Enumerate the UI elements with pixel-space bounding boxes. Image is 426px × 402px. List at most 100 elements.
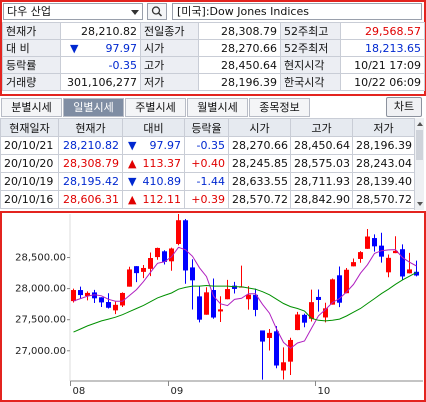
search-icon [151, 6, 163, 17]
x-tick-label: 08 [73, 386, 86, 397]
scrollbar[interactable] [414, 118, 424, 210]
change: 410.89 [142, 175, 182, 188]
label: 현재가 [2, 22, 61, 40]
candle-body [106, 302, 111, 308]
column-header: 현재가 [58, 118, 123, 137]
candle-body [176, 220, 181, 244]
low: 28,243.04 [352, 154, 415, 173]
candle-body [190, 267, 195, 281]
tab[interactable]: 일별시세 [63, 98, 124, 117]
candle-body [71, 290, 76, 302]
chart-button[interactable]: 차트 [386, 97, 422, 117]
value: 18,213.65 [340, 39, 425, 57]
candle-body [295, 314, 300, 331]
candle-body [288, 339, 293, 362]
price: 28,210.82 [58, 136, 123, 155]
candle-body [316, 296, 321, 300]
rate: +0.40 [184, 154, 229, 173]
change-sign: ▲ [128, 157, 137, 170]
moving-average-line [73, 271, 417, 333]
label: 고가 [140, 56, 199, 74]
symbol-input[interactable]: 다우 산업 [3, 3, 143, 20]
value: 28,196.39 [198, 73, 281, 91]
y-tick-label: 28,500.00 [15, 253, 66, 264]
candle-body [85, 292, 90, 297]
high: 28,450.64 [290, 136, 353, 155]
open: 28,570.72 [228, 190, 291, 209]
candle-body [253, 294, 258, 310]
candle-body [281, 362, 286, 371]
search-button[interactable] [147, 3, 167, 20]
column-header: 현재일자 [0, 118, 59, 137]
candle-body [358, 252, 363, 259]
quote-table: 현재가 28,210.82 전일종가 28,308.79 52주최고 29,56… [2, 22, 425, 91]
chart: 27,000.00 27,500.00 28,000.00 28,500.00 08 09… [0, 211, 426, 402]
candle-body [274, 331, 279, 366]
x-tick-label: 09 [171, 386, 184, 397]
tab[interactable]: 분별시세 [1, 98, 62, 117]
candle-body [183, 220, 188, 271]
open: 28,633.55 [228, 172, 291, 191]
price: 28,606.31 [58, 190, 123, 209]
label: 저가 [140, 73, 199, 91]
date: 20/10/16 [0, 190, 59, 209]
change-cell: ▲ 113.37 [122, 154, 185, 173]
change-sign: ▼ [128, 175, 137, 188]
open: 28,245.85 [228, 154, 291, 173]
change-sign: ▲ [128, 193, 137, 206]
label: 거래량 [2, 73, 61, 91]
candle-body [309, 302, 314, 319]
date: 20/10/19 [0, 172, 59, 191]
value: 97.97 [105, 41, 138, 55]
candle-body [246, 294, 251, 300]
tab[interactable]: 월별시세 [187, 98, 248, 117]
high: 28,842.90 [290, 190, 353, 209]
moving-average-line [73, 246, 417, 350]
data-row: 20/10/21 28,210.82 ▼ 97.97 -0.35 28,270.66 28,… [0, 136, 415, 155]
value: 301,106,277 [60, 73, 141, 91]
candle-body [204, 292, 209, 315]
candle-body [260, 330, 265, 342]
quote-panel: 다우 산업 [미국]:Dow Jones Indices 현재가 28,210.… [0, 0, 426, 96]
candle-body [232, 285, 237, 289]
value: 10/21 17:09 [340, 56, 425, 74]
y-tick-label: 27,500.00 [15, 315, 66, 326]
value: -0.35 [60, 56, 141, 74]
change-cell: ▼ 410.89 [122, 172, 185, 191]
label: 대 비 [2, 39, 61, 57]
tab[interactable]: 주별시세 [125, 98, 186, 117]
header-row: 현재일자 현재가 대비 등락율 시가 고가 저가 [0, 118, 415, 137]
rate: +0.39 [184, 190, 229, 209]
data-row: 20/10/20 28,308.79 ▲ 113.37 +0.40 28,245.85 28… [0, 154, 415, 173]
high: 28,711.93 [290, 172, 353, 191]
column-header: 고가 [290, 118, 353, 137]
candle-body [162, 251, 167, 262]
column-header: 시가 [228, 118, 291, 137]
market-name: [미국]:Dow Jones Indices [172, 3, 422, 20]
rate: -0.35 [184, 136, 229, 155]
candle-body [302, 314, 307, 323]
candle-body [372, 238, 377, 247]
column-header: 등락율 [184, 118, 229, 137]
tab[interactable]: 종목정보 [249, 98, 310, 117]
label: 시가 [140, 39, 199, 57]
change: 113.37 [142, 157, 182, 170]
value: 29,568.57 [340, 22, 425, 40]
low: 28,139.40 [352, 172, 415, 191]
label: 한국시각 [280, 73, 341, 91]
dropdown-arrow[interactable] [130, 7, 140, 17]
y-tick-label: 28,000.00 [15, 284, 66, 295]
candle-body [141, 267, 146, 272]
label: 52주최저 [280, 39, 341, 57]
date: 20/10/20 [0, 154, 59, 173]
value: 28,270.66 [198, 39, 281, 57]
candle-body [197, 296, 202, 320]
change-cell: ▲ 112.11 [122, 190, 185, 209]
candle-body [330, 279, 335, 305]
change-sign: ▼ [70, 41, 79, 55]
candle-body [113, 304, 118, 311]
candle-body [323, 308, 328, 318]
label: 전일종가 [140, 22, 199, 40]
data-row: 20/10/19 28,195.42 ▼ 410.89 -1.44 28,633.55 28… [0, 172, 415, 191]
